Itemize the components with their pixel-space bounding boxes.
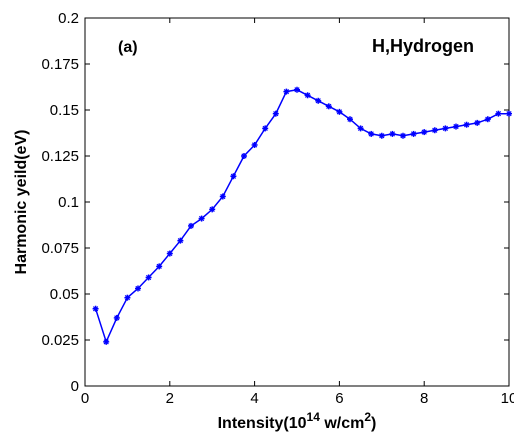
y-tick-label: 0.2 bbox=[58, 10, 79, 27]
data-point bbox=[484, 116, 491, 123]
x-tick-label: 10 bbox=[501, 390, 514, 407]
data-point bbox=[272, 110, 279, 117]
series-layer bbox=[92, 86, 512, 345]
chart-annotation: H,Hydrogen bbox=[372, 36, 474, 56]
data-point bbox=[336, 108, 343, 115]
data-point bbox=[166, 250, 173, 257]
x-tick-label: 0 bbox=[81, 390, 89, 407]
x-tick-label: 8 bbox=[420, 390, 428, 407]
x-axis-ticks: 0 2 4 6 8 10 bbox=[81, 18, 514, 407]
y-tick-label: 0.05 bbox=[50, 286, 79, 303]
data-point bbox=[506, 110, 512, 117]
y-tick-label: 0.1 bbox=[58, 194, 79, 211]
data-point bbox=[92, 305, 99, 312]
x-axis-label-suffix: ) bbox=[371, 415, 376, 432]
data-point bbox=[463, 121, 470, 128]
x-axis-label-exponent: 14 bbox=[307, 410, 321, 424]
y-tick-label: 0.15 bbox=[50, 102, 79, 119]
data-point bbox=[325, 103, 332, 110]
data-point bbox=[230, 173, 237, 180]
data-point bbox=[474, 119, 481, 126]
data-point bbox=[103, 338, 110, 345]
x-axis-label-unit-exponent: 2 bbox=[364, 410, 371, 424]
data-point bbox=[495, 110, 502, 117]
series-line bbox=[94, 89, 509, 344]
data-point bbox=[113, 314, 120, 321]
data-point bbox=[357, 125, 364, 132]
data-point bbox=[442, 125, 449, 132]
data-point bbox=[156, 263, 163, 270]
data-point bbox=[177, 237, 184, 244]
data-point bbox=[378, 132, 385, 139]
data-point bbox=[283, 88, 290, 95]
x-tick-label: 2 bbox=[166, 390, 174, 407]
data-point bbox=[294, 86, 300, 93]
x-tick-label: 6 bbox=[335, 390, 343, 407]
x-tick-label: 4 bbox=[250, 390, 258, 407]
data-point bbox=[209, 206, 216, 213]
data-point bbox=[241, 153, 247, 159]
panel-label: (a) bbox=[118, 39, 138, 56]
y-tick-label: 0.175 bbox=[41, 56, 79, 73]
data-point bbox=[262, 125, 269, 132]
data-point bbox=[389, 130, 396, 137]
data-point bbox=[315, 97, 322, 104]
data-point bbox=[421, 129, 428, 136]
data-point bbox=[431, 127, 438, 134]
data-point bbox=[347, 116, 353, 123]
data-point bbox=[410, 130, 417, 137]
data-point bbox=[145, 274, 152, 281]
x-axis-label: Intensity(1014 w/cm2) bbox=[218, 410, 377, 432]
data-point bbox=[400, 132, 406, 139]
y-axis-ticks: 0 0.025 0.05 0.075 0.1 0.125 0.15 0.175 0.2 bbox=[41, 10, 509, 395]
data-point bbox=[251, 141, 258, 148]
data-point bbox=[304, 92, 311, 99]
data-point bbox=[135, 285, 141, 292]
y-tick-label: 0 bbox=[71, 378, 79, 395]
x-axis-label-unit: w/cm bbox=[320, 415, 364, 432]
y-tick-label: 0.075 bbox=[41, 240, 79, 257]
data-point bbox=[368, 130, 375, 137]
data-point bbox=[453, 123, 459, 130]
y-axis-label: Harmonic yeild(eV) bbox=[13, 130, 30, 275]
y-tick-label: 0.125 bbox=[41, 148, 79, 165]
plot-frame bbox=[84, 17, 510, 387]
data-point bbox=[124, 294, 131, 301]
x-axis-label-prefix: Intensity(10 bbox=[218, 415, 307, 432]
data-point bbox=[198, 215, 205, 222]
plot-area-border bbox=[84, 17, 510, 387]
y-tick-label: 0.025 bbox=[41, 332, 79, 349]
data-point bbox=[188, 222, 194, 229]
data-point bbox=[219, 193, 226, 200]
